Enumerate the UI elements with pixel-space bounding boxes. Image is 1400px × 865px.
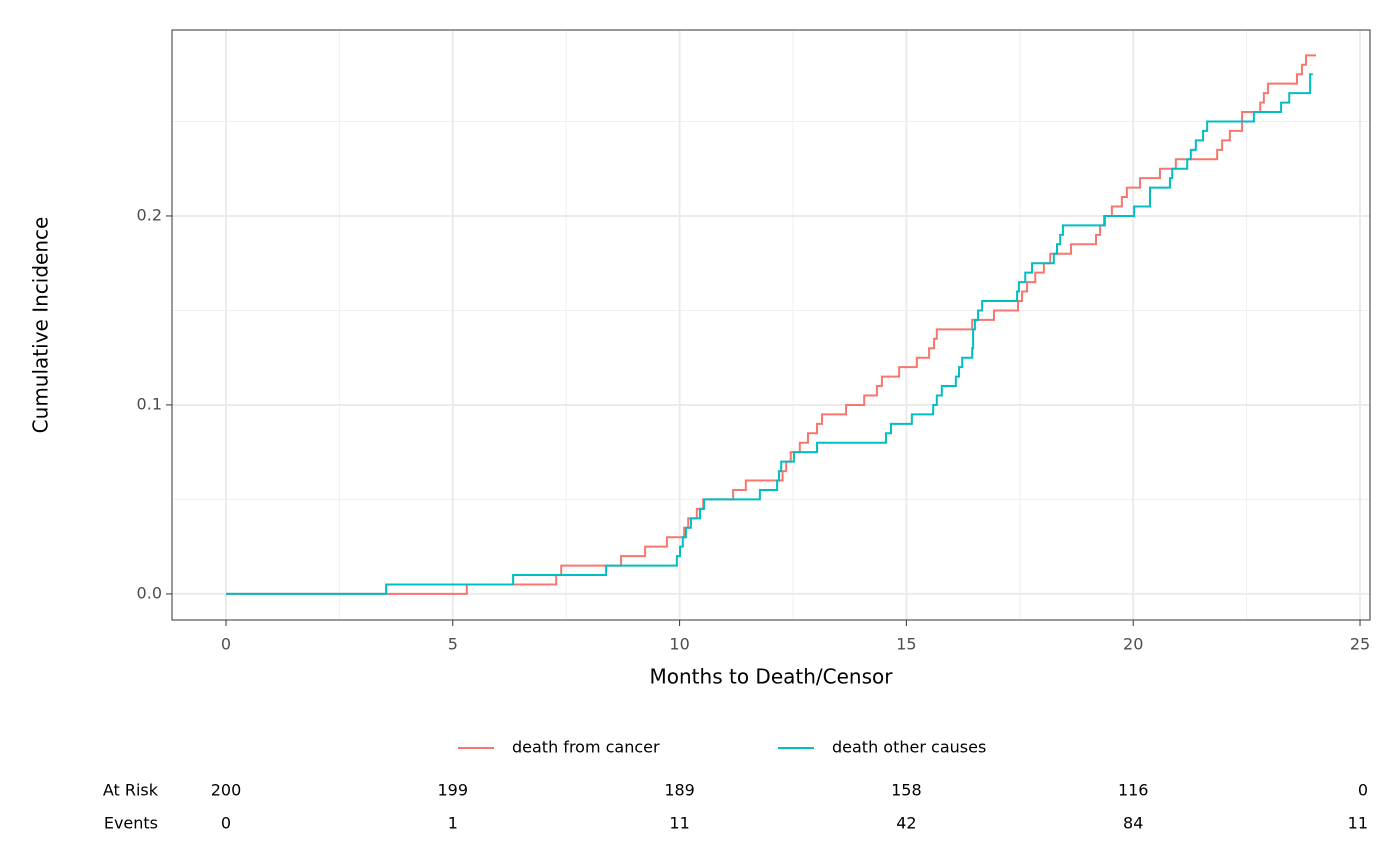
x-axis-title: Months to Death/Censor bbox=[650, 665, 894, 689]
risk-value: 0 bbox=[221, 814, 231, 833]
legend-label: death from cancer bbox=[512, 738, 660, 757]
x-tick-label: 20 bbox=[1123, 635, 1143, 654]
x-tick-label: 10 bbox=[669, 635, 689, 654]
step-line bbox=[225, 73, 1313, 595]
risk-value: 84 bbox=[1123, 814, 1143, 833]
risk-row-label: At Risk bbox=[103, 781, 159, 800]
risk-value: 11 bbox=[669, 814, 689, 833]
risk-value: 1 bbox=[448, 814, 458, 833]
risk-value: 200 bbox=[211, 781, 242, 800]
x-tick-label: 25 bbox=[1350, 635, 1370, 654]
risk-value: 116 bbox=[1118, 781, 1149, 800]
plot-border bbox=[171, 29, 1371, 621]
risk-value: 158 bbox=[891, 781, 922, 800]
risk-value: 42 bbox=[896, 814, 916, 833]
y-tick-label: 0.2 bbox=[137, 205, 162, 224]
y-tick-label: 0.1 bbox=[137, 394, 162, 413]
y-tick-label: 0.0 bbox=[137, 583, 162, 602]
risk-value: 199 bbox=[438, 781, 469, 800]
y-axis-title: Cumulative Incidence bbox=[29, 217, 53, 434]
risk-value: 11 bbox=[1348, 814, 1368, 833]
risk-row-label: Events bbox=[104, 814, 158, 833]
legend-label: death other causes bbox=[832, 738, 986, 757]
risk-value: 189 bbox=[664, 781, 695, 800]
x-tick-label: 15 bbox=[896, 635, 916, 654]
risk-value: 0 bbox=[1358, 781, 1368, 800]
x-tick-label: 0 bbox=[221, 635, 231, 654]
x-tick-label: 5 bbox=[448, 635, 458, 654]
